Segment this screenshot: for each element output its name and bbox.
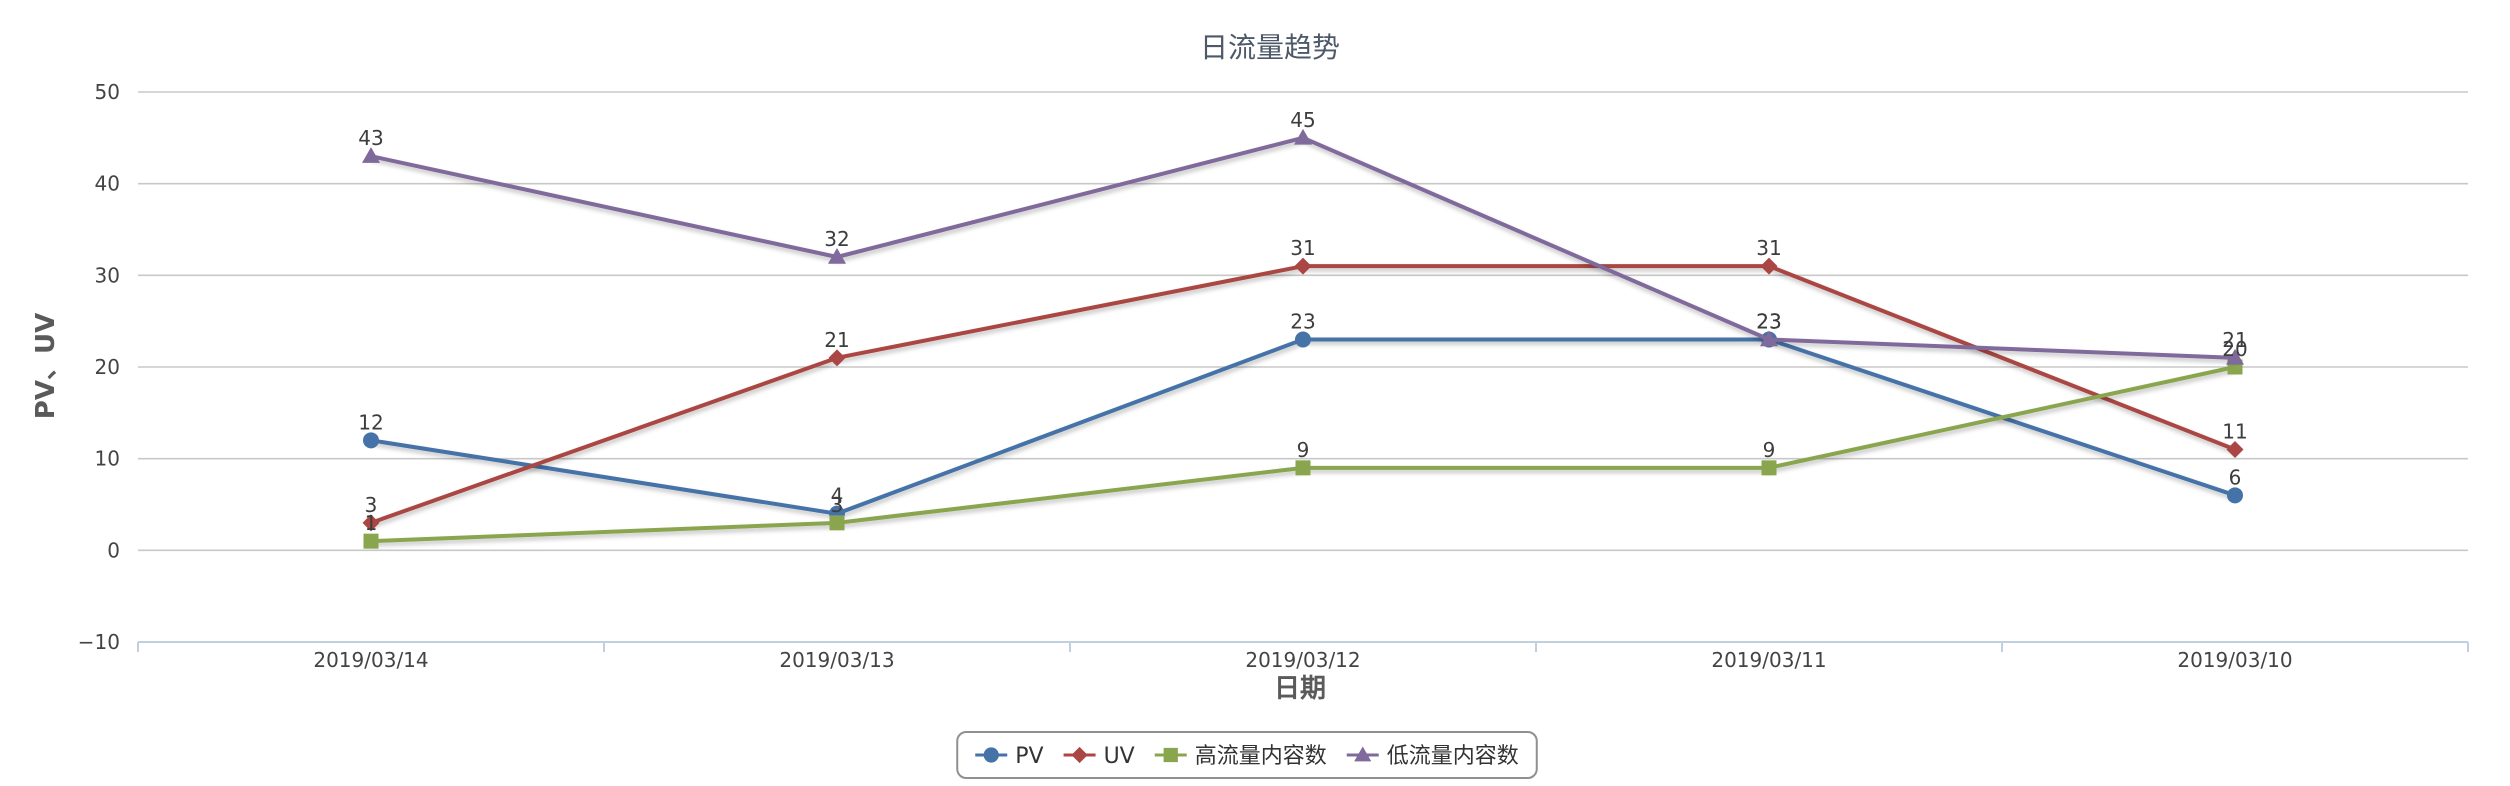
series-3-point[interactable] (829, 515, 845, 531)
series-3-data-label: 1 (365, 511, 378, 535)
series-1-point[interactable] (2227, 487, 2243, 504)
series-3-point[interactable] (1295, 460, 1311, 476)
chart-title: 日流量趋势 (1200, 31, 1340, 64)
y-tick-label: 50 (95, 80, 120, 104)
legend-item-4-label: 低流量内容数 (1387, 744, 1519, 769)
series-3-data-label: 3 (831, 493, 844, 517)
series-2-point[interactable] (362, 514, 380, 532)
y-axis-title: PV、UV (31, 313, 61, 419)
y-tick-label: 0 (107, 538, 120, 562)
legend-item-2[interactable]: UV (1063, 744, 1135, 769)
legend: PV UV 高流量内容数 低流量内容数 (956, 731, 1538, 779)
series-2-data-label: 31 (1756, 236, 1781, 260)
x-tick-label: 2019/03/13 (779, 648, 894, 672)
series-3-data-label: 9 (1763, 438, 1776, 462)
legend-item-1-label: PV (1015, 744, 1043, 769)
series-2-point[interactable] (1760, 257, 1778, 275)
series-4-point[interactable] (1294, 128, 1312, 145)
legend-item-2-label: UV (1104, 744, 1135, 769)
x-axis-title: 日期 (1274, 674, 1326, 704)
legend-box (956, 731, 1538, 779)
series-2-data-label: 11 (2222, 420, 2247, 444)
series-4-data-label: 23 (1756, 310, 1781, 334)
series-2-data-label: 3 (365, 493, 378, 517)
series-2-point[interactable] (1294, 257, 1312, 275)
series-4-point[interactable] (2226, 348, 2244, 365)
legend-item-1-marker[interactable] (983, 747, 999, 763)
series-1-data-label: 6 (2229, 465, 2242, 489)
y-tick-label: −10 (78, 630, 120, 654)
series-group (362, 128, 2244, 549)
y-tick-label: 40 (95, 172, 120, 196)
series-4-point[interactable] (1760, 330, 1778, 347)
series-3-data-label: 20 (2222, 337, 2247, 361)
legend-item-3[interactable]: 高流量内容数 (1154, 744, 1327, 769)
legend-items: PV UV 高流量内容数 低流量内容数 (975, 744, 1519, 769)
series-4-point[interactable] (828, 248, 846, 264)
x-tick-label: 2019/03/11 (1711, 648, 1826, 672)
series-4-data-label: 45 (1290, 108, 1315, 132)
y-tick-label: 30 (95, 263, 120, 287)
series-3-point[interactable] (1761, 460, 1777, 476)
y-tick-label: 10 (95, 447, 120, 471)
series-2-data-label: 31 (1290, 236, 1315, 260)
series-4-data-label: 32 (824, 227, 849, 251)
series-3-point[interactable] (363, 533, 379, 549)
legend-item-2-marker[interactable] (1071, 746, 1088, 764)
x-tick-label: 2019/03/12 (1245, 648, 1360, 672)
series-3-data-label: 9 (1297, 438, 1310, 462)
series-4 (362, 128, 2244, 365)
series-1-point[interactable] (363, 432, 379, 449)
series-2-point[interactable] (2226, 441, 2244, 458)
x-tick-label: 2019/03/14 (313, 648, 428, 672)
series-1-data-label: 12 (358, 410, 383, 434)
legend-item-3-label: 高流量内容数 (1195, 744, 1327, 769)
x-tick-label: 2019/03/10 (2177, 648, 2292, 672)
series-4-data-label: 21 (2222, 328, 2247, 352)
y-tick-label: 20 (95, 355, 120, 379)
legend-item-4[interactable]: 低流量内容数 (1346, 744, 1519, 769)
legend-item-4-marker[interactable] (1354, 746, 1372, 762)
series-2-data-label: 21 (824, 328, 849, 352)
series-2-point[interactable] (828, 349, 846, 367)
legend-item-3-marker[interactable] (1163, 747, 1178, 763)
series-1-point[interactable] (1295, 331, 1311, 348)
series-1-data-label: 23 (1756, 310, 1781, 334)
legend-item-1[interactable]: PV (975, 744, 1044, 769)
grid-lines (138, 91, 2468, 552)
x-axis (137, 641, 2469, 652)
series-1-data-label: 4 (831, 484, 844, 508)
series-4-point[interactable] (362, 147, 380, 163)
series-4-data-label: 43 (358, 126, 383, 150)
x-axis-tick-labels: 2019/03/14 2019/03/13 2019/03/12 2019/03/11… (313, 648, 2292, 672)
y-axis-ticks: −10 0 10 20 30 40 50 (78, 80, 120, 654)
series-2 (362, 257, 2244, 532)
series-1-data-label: 23 (1290, 310, 1315, 334)
